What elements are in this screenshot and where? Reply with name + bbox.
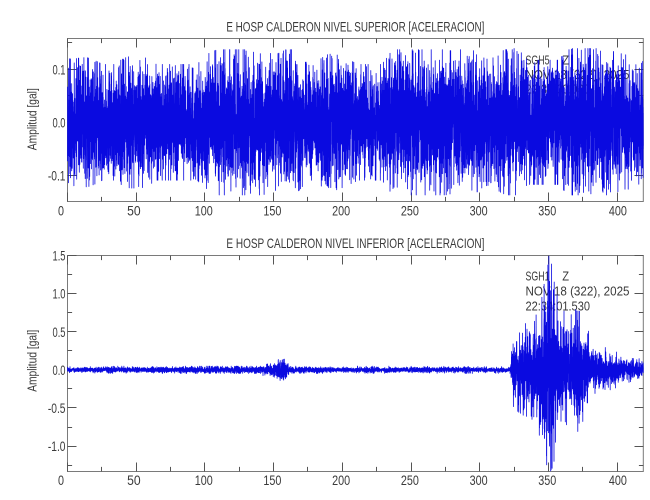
svg-text:0.1: 0.1 <box>53 61 66 77</box>
svg-text:250: 250 <box>401 203 419 219</box>
svg-text:0.0: 0.0 <box>53 362 66 378</box>
svg-text:SGH5: SGH5 <box>526 54 550 68</box>
svg-text:E HOSP CALDERON NIVEL INFERIOR: E HOSP CALDERON NIVEL INFERIOR [ACELERAC… <box>226 235 484 251</box>
svg-text:1.0: 1.0 <box>53 286 66 302</box>
svg-text:-1.0: -1.0 <box>48 438 66 454</box>
svg-text:300: 300 <box>470 203 488 219</box>
svg-text:0.5: 0.5 <box>53 324 66 340</box>
svg-text:400: 400 <box>609 472 627 488</box>
svg-text:0: 0 <box>58 472 64 488</box>
svg-text:NOV 18 (322), 2025: NOV 18 (322), 2025 <box>526 285 630 299</box>
svg-text:200: 200 <box>332 203 350 219</box>
svg-text:-0.5: -0.5 <box>48 400 66 416</box>
svg-text:250: 250 <box>401 472 419 488</box>
svg-text:Amplitud [gal]: Amplitud [gal] <box>26 88 40 150</box>
svg-text:50: 50 <box>127 472 141 488</box>
svg-text:50: 50 <box>127 203 141 219</box>
svg-text:Z: Z <box>562 54 569 68</box>
svg-text:0.0: 0.0 <box>53 114 66 130</box>
svg-text:Z: Z <box>562 270 569 284</box>
svg-text:300: 300 <box>470 472 488 488</box>
svg-text:Amplitud [gal]: Amplitud [gal] <box>26 330 40 392</box>
svg-text:22:34:01.530: 22:34:01.530 <box>526 300 591 314</box>
svg-text:400: 400 <box>609 203 627 219</box>
svg-text:350: 350 <box>538 472 556 488</box>
svg-text:E HOSP CALDERON NIVEL SUPERIOR: E HOSP CALDERON NIVEL SUPERIOR [ACELERAC… <box>226 18 484 34</box>
svg-text:1.5: 1.5 <box>53 247 66 263</box>
svg-text:SGH1: SGH1 <box>526 270 550 284</box>
svg-text:150: 150 <box>263 203 281 219</box>
svg-text:0: 0 <box>58 203 64 219</box>
svg-text:150: 150 <box>263 472 281 488</box>
svg-text:100: 100 <box>195 472 213 488</box>
svg-text:200: 200 <box>332 472 350 488</box>
svg-text:-0.1: -0.1 <box>48 168 66 184</box>
svg-text:100: 100 <box>195 203 213 219</box>
svg-text:350: 350 <box>538 203 556 219</box>
